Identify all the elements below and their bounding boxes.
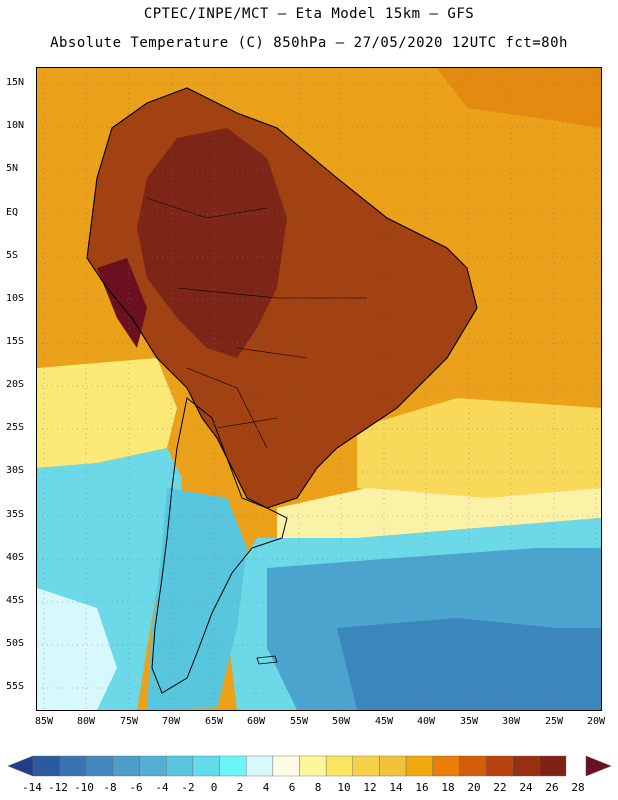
colorbar-cell (485, 755, 513, 777)
colorbar-high-arrow (585, 755, 612, 777)
colorbar-cell (272, 755, 300, 777)
colorbar-label-16: 16 (415, 781, 429, 794)
colorbar-label-m10: -10 (74, 781, 94, 794)
colorbar-label-m14: -14 (22, 781, 42, 794)
colorbar-cell (192, 755, 220, 777)
lat-label-5n: 5N (6, 163, 19, 174)
colorbar-label-22: 22 (493, 781, 507, 794)
lat-label-eq: EQ (6, 207, 19, 218)
lon-label-85w: 85W (34, 716, 54, 727)
lon-label-75w: 75W (119, 716, 139, 727)
lon-label-70w: 70W (161, 716, 181, 727)
colorbar-cell (325, 755, 353, 777)
lat-label-10n: 10N (6, 120, 25, 131)
lon-label-30w: 30W (501, 716, 521, 727)
colorbar-label-18: 18 (441, 781, 455, 794)
colorbar-cell (512, 755, 540, 777)
falkland-islands (256, 655, 278, 665)
colorbar-label-m6: -6 (129, 781, 143, 794)
colorbar-label-6: 6 (288, 781, 296, 794)
colorbar-cell (219, 755, 247, 777)
colorbar-label-14: 14 (389, 781, 403, 794)
pacific-yellow-band (37, 358, 177, 468)
colorbar-label-20: 20 (467, 781, 481, 794)
colorbar-label-m12: -12 (48, 781, 68, 794)
lat-label-25s: 25S (6, 422, 25, 433)
colorbar-cell (59, 755, 87, 777)
country-borders (146, 197, 367, 449)
chart-subtitle: Absolute Temperature (C) 850hPa – 27/05/… (50, 35, 568, 51)
lon-label-50w: 50W (331, 716, 351, 727)
colorbar-label-28: 28 (571, 781, 585, 794)
colorbar-cell (459, 755, 487, 777)
southern-cone-outline (151, 397, 288, 694)
lon-label-20w: 20W (586, 716, 606, 727)
lat-label-5s: 5S (6, 250, 19, 261)
lon-label-80w: 80W (76, 716, 96, 727)
lon-label-40w: 40W (416, 716, 436, 727)
lat-label-10s: 10S (6, 293, 25, 304)
atlantic-yellow-band (357, 398, 601, 498)
andes-hot-spot (97, 258, 147, 348)
lon-label-65w: 65W (204, 716, 224, 727)
lon-label-45w: 45W (374, 716, 394, 727)
colorbar-label-0: 0 (210, 781, 218, 794)
lat-label-15n: 15N (6, 77, 25, 88)
lat-label-20s: 20S (6, 379, 25, 390)
patagonia-cool-region (147, 488, 247, 710)
colorbar-label-m4: -4 (155, 781, 169, 794)
lat-label-55s: 55S (6, 681, 25, 692)
lat-label-30s: 30S (6, 465, 25, 476)
lon-label-25w: 25W (544, 716, 564, 727)
lat-label-35s: 35S (6, 509, 25, 520)
colorbar-label-10: 10 (337, 781, 351, 794)
colorbar-label-24: 24 (519, 781, 533, 794)
temperature-field (37, 68, 601, 710)
colorbar-cell (32, 755, 60, 777)
colorbar-cell (112, 755, 140, 777)
colorbar-cell (166, 755, 194, 777)
colorbar-cell (405, 755, 433, 777)
colorbar-label-m2: -2 (181, 781, 195, 794)
chart-title: CPTEC/INPE/MCT – Eta Model 15km – GFS (143, 6, 475, 22)
colorbar-cell (539, 755, 567, 777)
colorbar-cell (432, 755, 460, 777)
colorbar-cell (86, 755, 114, 777)
atlantic-deep-cold-region (337, 618, 601, 710)
colorbar-label-12: 12 (363, 781, 377, 794)
atlantic-pale-band (277, 488, 601, 538)
colorbar-label-m8: -8 (103, 781, 117, 794)
colorbar-cell (139, 755, 167, 777)
temperature-colorbar (7, 755, 612, 777)
colorbar-cell (379, 755, 407, 777)
lat-label-40s: 40S (6, 552, 25, 563)
temperature-map (36, 67, 602, 711)
lat-label-45s: 45S (6, 595, 25, 606)
continent-very-hot-core (137, 128, 287, 358)
colorbar-label-4: 4 (262, 781, 270, 794)
colorbar-cell (245, 755, 274, 777)
colorbar-label-26: 26 (545, 781, 559, 794)
lat-label-15s: 15S (6, 336, 25, 347)
map-grid (37, 68, 601, 710)
colorbar-low-arrow (7, 755, 34, 777)
colorbar-cells (32, 755, 567, 777)
colorbar-label-2: 2 (236, 781, 244, 794)
continent-coastline (86, 87, 478, 509)
colorbar-cell (352, 755, 380, 777)
colorbar-cell (299, 755, 327, 777)
pacific-pale-cyan-patch (37, 588, 117, 710)
lat-label-50s: 50S (6, 638, 25, 649)
lon-label-55w: 55W (289, 716, 309, 727)
lon-label-35w: 35W (459, 716, 479, 727)
colorbar-label-8: 8 (314, 781, 322, 794)
north-atlantic-warm-patch (437, 68, 601, 128)
lon-label-60w: 60W (246, 716, 266, 727)
